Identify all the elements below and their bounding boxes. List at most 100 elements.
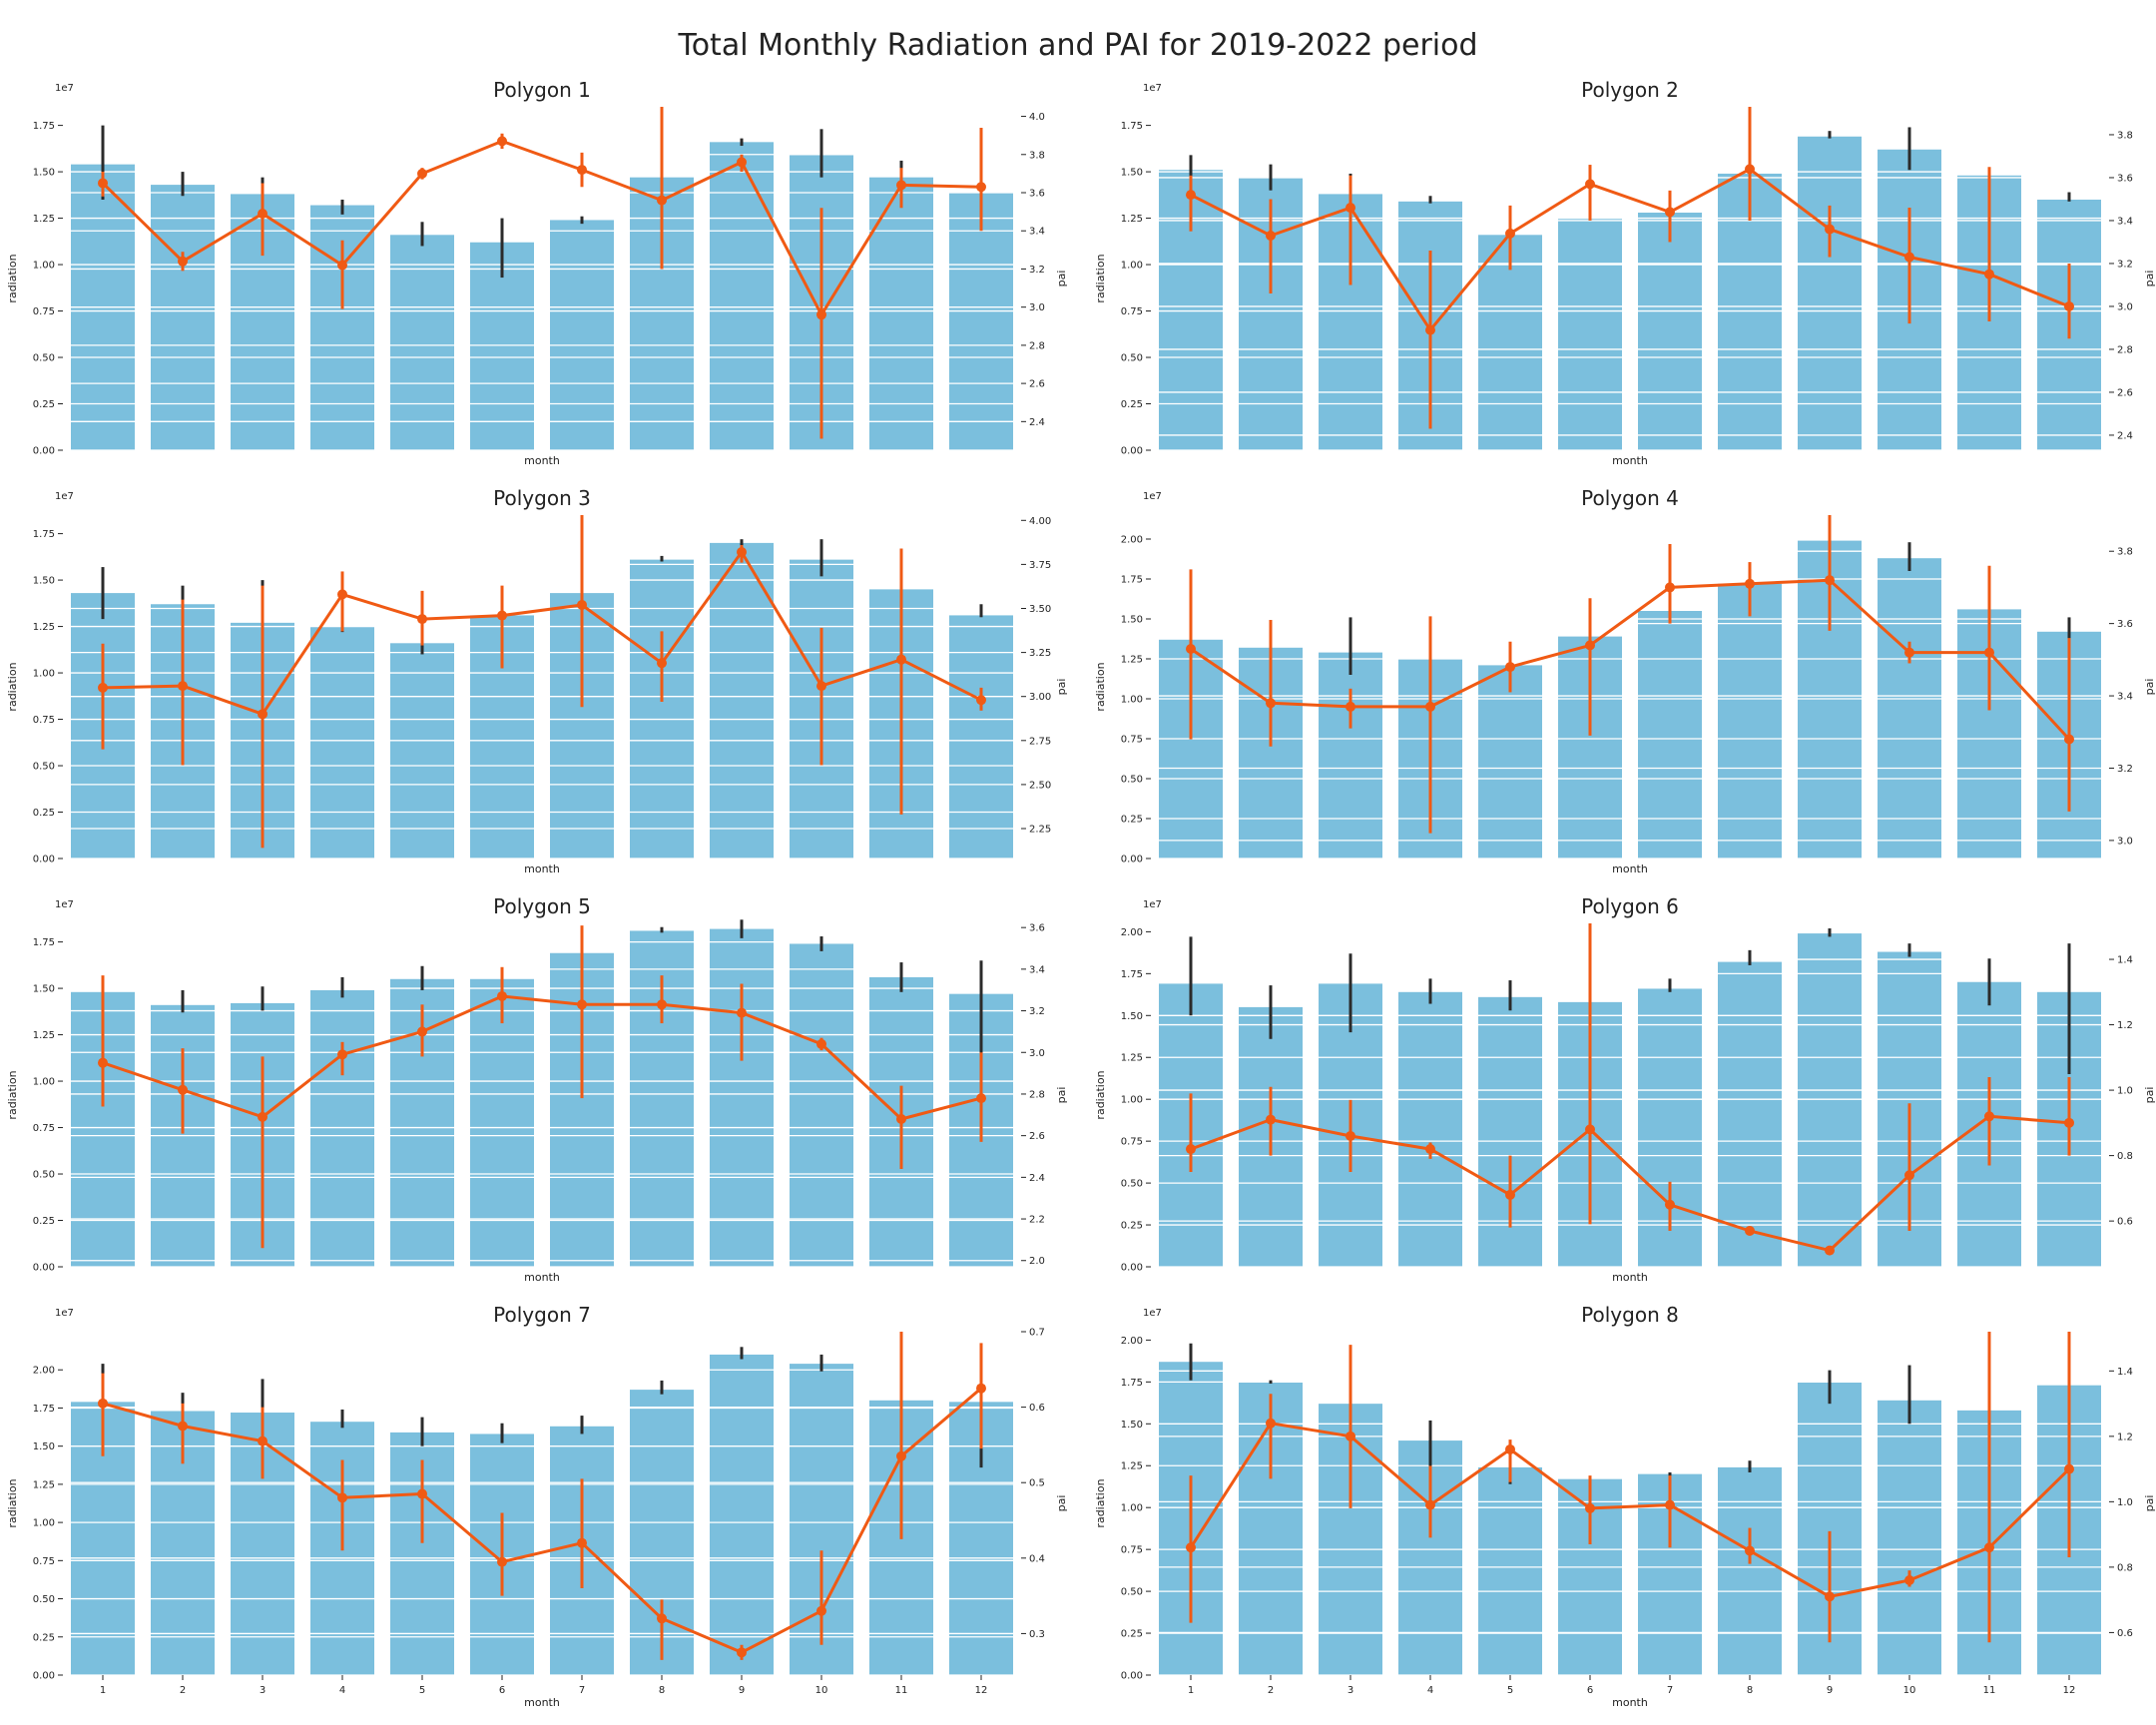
y-tick-label: 1.75 [1121, 121, 1143, 132]
pai-point-month-1 [1186, 190, 1196, 201]
chart-polygon-4: Polygon 4 1e7 0.00 0.25 0.50 0.75 1.00 1.25 1.50… [1094, 486, 2156, 875]
pai-point-month-11 [896, 654, 906, 665]
y-tick-label: 0.25 [33, 1632, 55, 1643]
y-axis-label: radiation [1094, 662, 1107, 711]
y-offset-text: 1e7 [55, 491, 74, 502]
y-axis-label: radiation [6, 254, 19, 302]
pai-point-month-4 [1425, 1499, 1435, 1510]
pai-point-month-6 [497, 1556, 507, 1567]
pai-point-month-3 [258, 1436, 268, 1446]
chart-title: Polygon 4 [1581, 486, 1679, 510]
figure-title: Total Monthly Radiation and PAI for 2019… [678, 28, 1478, 63]
y2-tick-label: 2.6 [1029, 379, 1045, 390]
pai-point-month-11 [1984, 1111, 1994, 1122]
x-tick-label: 8 [1747, 1685, 1753, 1696]
x-tick-label: 10 [1903, 1685, 1916, 1696]
y-tick-label: 0.00 [33, 446, 55, 457]
y2-tick-label: 4.0 [1029, 112, 1045, 123]
y-tick-label: 1.00 [1121, 695, 1143, 706]
y2-tick-label: 0.5 [1029, 1478, 1045, 1489]
pai-point-month-5 [1505, 1443, 1515, 1454]
bar-month-5 [1478, 665, 1542, 859]
y2-tick-label: 2.4 [2117, 430, 2133, 441]
x-axis-label: month [1612, 454, 1648, 467]
pai-point-month-9 [1825, 1591, 1835, 1602]
pai-point-month-12 [2064, 1117, 2074, 1128]
y-tick-label: 0.50 [1121, 775, 1143, 786]
y-tick-label: 1.50 [1121, 1420, 1143, 1431]
pai-point-month-4 [337, 1492, 347, 1503]
bar-month-8 [1718, 1466, 1782, 1675]
y-tick-label: 2.00 [1121, 1336, 1143, 1347]
y-tick-label: 1.00 [1121, 1503, 1143, 1514]
y2-tick-label: 3.2 [2117, 764, 2133, 775]
pai-point-month-8 [657, 999, 667, 1010]
pai-point-month-2 [1266, 1418, 1276, 1429]
y-tick-label: 0.75 [33, 1123, 55, 1134]
chart-polygon-7: Polygon 71e70.000.250.500.751.001.251.50… [6, 1303, 1068, 1709]
y2-tick-label: 0.8 [2117, 1562, 2133, 1573]
y2-axis-label: pai [2143, 271, 2156, 288]
y-tick-label: 1.75 [1121, 575, 1143, 586]
pai-point-month-12 [976, 1093, 986, 1104]
pai-point-month-6 [1585, 179, 1595, 190]
pai-point-month-3 [1346, 1431, 1355, 1441]
y-tick-label: 0.75 [1121, 306, 1143, 317]
y2-tick-label: 3.4 [1029, 227, 1045, 238]
pai-point-month-1 [1186, 643, 1196, 654]
x-axis-label: month [1612, 1696, 1648, 1709]
pai-line [1190, 167, 2070, 332]
pai-point-month-4 [1425, 1144, 1435, 1155]
x-tick-label: 11 [895, 1685, 908, 1696]
y2-axis-label: pai [2143, 1495, 2156, 1512]
bar-month-8 [630, 559, 694, 859]
pai-point-month-9 [1825, 224, 1835, 235]
y-tick-label: 1.00 [33, 1077, 55, 1088]
y-tick-label: 1.50 [1121, 615, 1143, 626]
y-tick-label: 0.25 [33, 399, 55, 410]
pai-point-month-3 [258, 709, 268, 720]
y-tick-label: 0.75 [33, 1556, 55, 1567]
bar-month-10 [1878, 558, 1941, 859]
y2-axis-label: pai [2143, 679, 2156, 696]
pai-point-month-2 [1266, 1114, 1276, 1125]
pai-point-month-8 [657, 1613, 667, 1624]
x-axis-label: month [1612, 1271, 1648, 1284]
y2-tick-label: 3.25 [1029, 648, 1051, 659]
bar-month-10 [790, 943, 853, 1267]
y-tick-label: 0.50 [33, 1594, 55, 1605]
y2-axis-label: pai [1055, 271, 1068, 288]
y-offset-text: 1e7 [1143, 83, 1162, 94]
pai-point-month-10 [1904, 1170, 1914, 1181]
y2-tick-label: 3.4 [2117, 216, 2133, 227]
y2-tick-label: 2.4 [1029, 1173, 1045, 1184]
pai-point-month-10 [816, 309, 826, 320]
y2-tick-label: 0.6 [1029, 1403, 1045, 1414]
y2-tick-label: 3.00 [1029, 692, 1051, 703]
chart-polygon-3: Polygon 3 1e7 0.00 0.25 0.50 0.75 1.00 1.25 1.50… [6, 486, 1068, 875]
chart-title: Polygon 1 [493, 78, 591, 102]
pai-point-month-2 [178, 1084, 188, 1095]
y-tick-label: 0.00 [1121, 855, 1143, 865]
y2-tick-label: 1.0 [2117, 1086, 2133, 1097]
bar-month-8 [1718, 961, 1782, 1267]
x-tick-label: 3 [1348, 1685, 1353, 1696]
y-tick-label: 1.25 [33, 1030, 55, 1041]
pai-point-month-1 [98, 682, 108, 693]
y-offset-text: 1e7 [55, 83, 74, 94]
x-tick-label: 8 [659, 1685, 665, 1696]
pai-point-month-7 [1665, 1199, 1675, 1210]
pai-point-month-4 [1425, 701, 1435, 712]
pai-line [1190, 578, 2071, 741]
bar-month-5 [390, 235, 454, 450]
y2-tick-label: 3.4 [1029, 964, 1045, 975]
pai-point-month-6 [497, 990, 507, 1001]
y-tick-label: 1.00 [33, 669, 55, 680]
y-axis-label: radiation [1094, 1478, 1107, 1527]
chart-polygon-6: Polygon 6 1e7 0.00 0.25 0.50 0.75 1.00 1.25 1.50… [1094, 894, 2156, 1284]
pai-line [101, 139, 982, 316]
pai-point-month-12 [976, 695, 986, 706]
y-tick-label: 1.75 [33, 937, 55, 948]
y-tick-label: 0.25 [33, 808, 55, 819]
